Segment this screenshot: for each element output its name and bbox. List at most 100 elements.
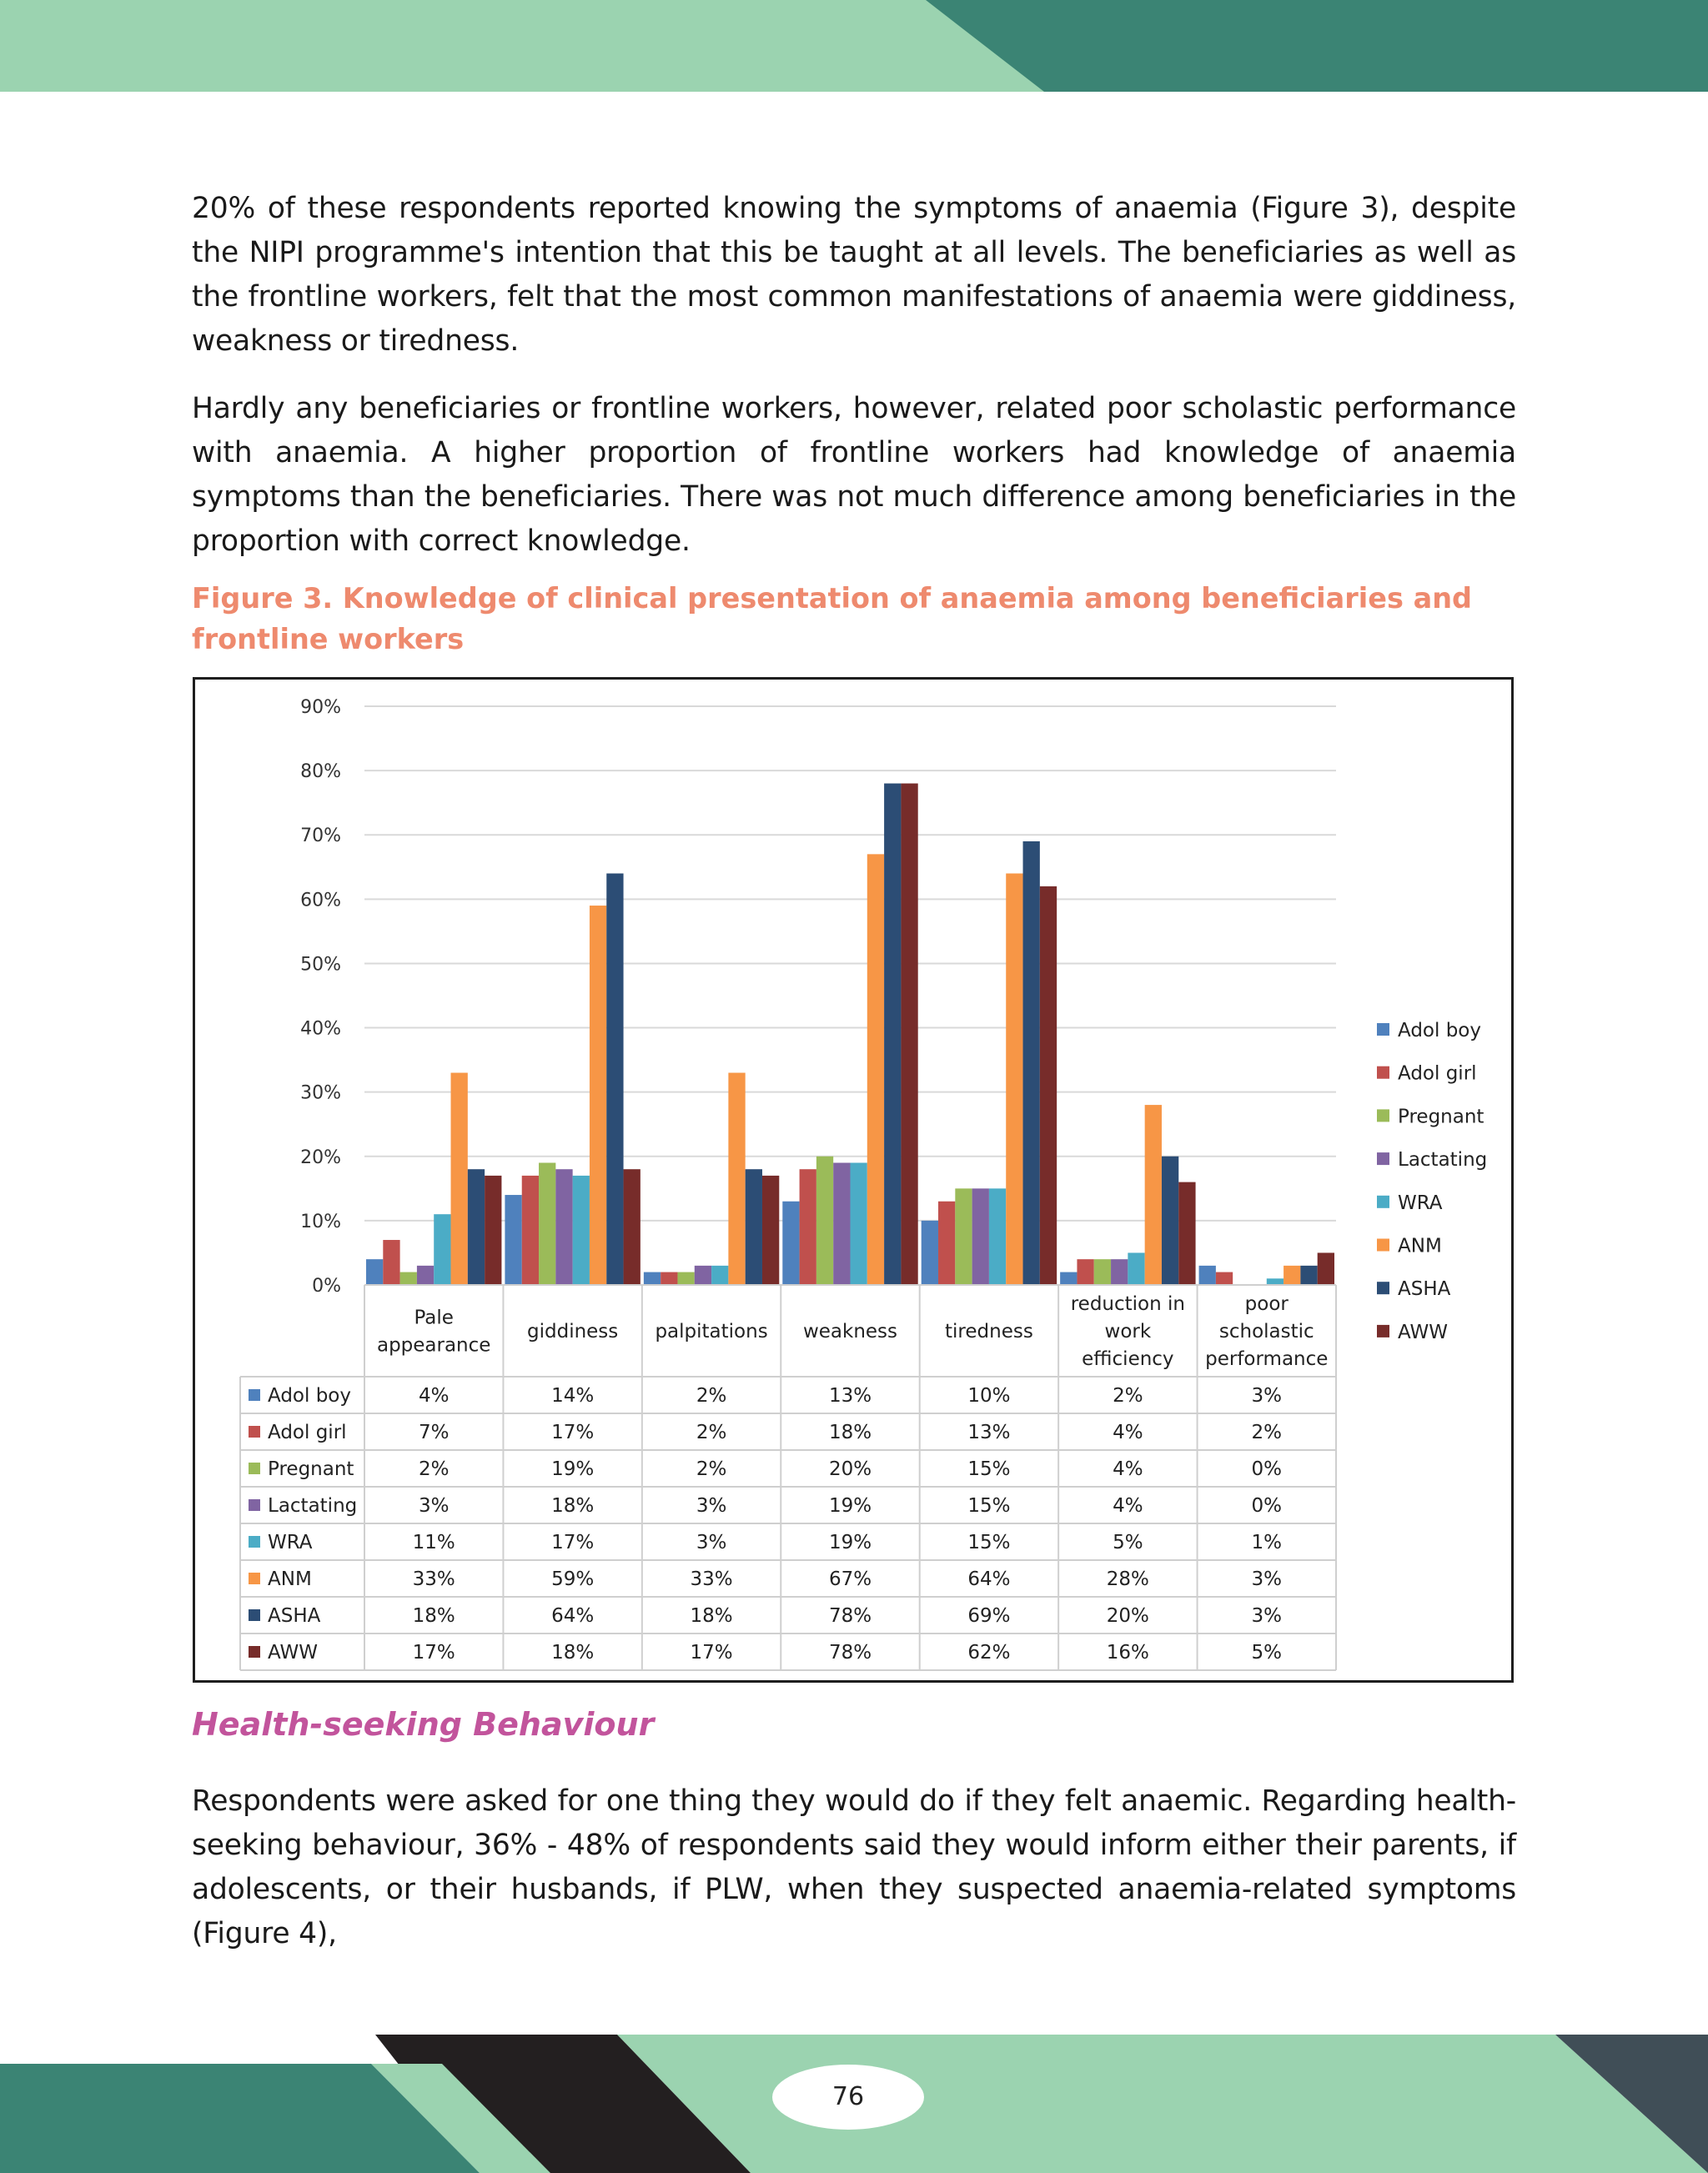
bar [1006,873,1023,1285]
table-legend-key [249,1536,260,1548]
table-value-cell: 64% [967,1568,1010,1590]
x-category-label: reduction in [1071,1293,1185,1315]
bar [816,1156,834,1285]
bar [850,1162,867,1285]
table-value-cell: 2% [696,1385,727,1407]
table-series-label: Pregnant [268,1458,354,1480]
table-value-cell: 3% [1252,1605,1283,1627]
section-heading: Health-seeking Behaviour [192,1706,655,1743]
footer-band-teal [0,2064,480,2173]
bar [972,1188,989,1285]
legend-swatch [1377,1066,1389,1079]
y-tick-label: 10% [300,1212,341,1232]
bar [589,906,607,1285]
table-value-cell: 15% [967,1458,1010,1480]
x-category-label: performance [1205,1348,1328,1370]
table-value-cell: 5% [1113,1532,1143,1553]
x-category-label: tiredness [945,1321,1033,1342]
bar [988,1188,1007,1285]
y-tick-label: 90% [300,697,341,718]
bar [1266,1278,1284,1285]
bar [901,783,918,1285]
table-value-cell: 4% [419,1385,450,1407]
legend-swatch [1377,1238,1389,1252]
table-value-cell: 5% [1252,1642,1283,1664]
table-series-label: Adol girl [268,1422,347,1443]
bar [955,1188,972,1285]
table-value-cell: 11% [413,1532,455,1553]
bar [1284,1265,1301,1285]
table-value-cell: 0% [1252,1458,1283,1480]
table-legend-key [249,1646,260,1658]
bar [745,1169,762,1285]
table-value-cell: 62% [967,1642,1010,1664]
bar [1077,1259,1094,1285]
table-legend-key [249,1463,260,1474]
bar [1198,1265,1216,1285]
figure-caption: Figure 3. Knowledge of clinical presenta… [192,582,1473,655]
table-value-cell: 19% [551,1458,594,1480]
table-value-cell: 2% [1113,1385,1143,1407]
x-category-label: efficiency [1082,1348,1173,1370]
table-series-label: Lactating [268,1495,357,1517]
table-value-cell: 19% [829,1532,872,1553]
bar [1144,1105,1162,1285]
table-value-cell: 2% [696,1458,727,1480]
bar [938,1201,956,1285]
footer-band-mint [371,2064,550,2173]
header-band-teal [926,0,1708,92]
table-value-cell: 3% [1252,1385,1283,1407]
chart-frame [193,677,1514,1683]
bar [485,1175,502,1285]
table-value-cell: 13% [967,1422,1010,1443]
legend-swatch [1377,1324,1389,1337]
table-value-cell: 33% [691,1568,733,1590]
table-value-cell: 10% [967,1385,1010,1407]
table-value-cell: 18% [413,1605,455,1627]
bar [539,1162,556,1285]
legend-label: ANM [1398,1236,1442,1257]
table-value-cell: 18% [551,1495,594,1517]
table-value-cell: 3% [1252,1568,1283,1590]
legend-swatch [1377,1195,1389,1208]
bar [1128,1252,1145,1285]
bar [884,783,902,1285]
y-tick-label: 20% [300,1147,341,1168]
x-category-label: work [1105,1321,1152,1342]
y-tick-label: 30% [300,1083,341,1104]
y-tick-label: 50% [300,954,341,975]
bar [799,1169,816,1285]
y-tick-label: 80% [300,761,341,782]
bar [1215,1272,1233,1285]
x-category-label: palpitations [655,1321,767,1342]
table-series-label: WRA [268,1532,313,1553]
table-value-cell: 15% [967,1532,1010,1553]
bar [521,1175,540,1285]
table-legend-key [249,1389,260,1401]
table-value-cell: 17% [691,1642,733,1664]
table-legend-key [249,1609,260,1621]
legend-label: Pregnant [1398,1106,1484,1127]
bar [1111,1259,1128,1285]
bar [1161,1156,1179,1285]
legend-swatch [1377,1152,1389,1166]
table-value-cell: 19% [829,1495,872,1517]
x-category-label: Pale [414,1307,453,1329]
bar [505,1195,522,1285]
bar [383,1240,400,1285]
table-legend-key [249,1573,260,1584]
table-value-cell: 78% [829,1605,872,1627]
bar [833,1162,851,1285]
legend-swatch [1377,1282,1389,1295]
bar [1039,886,1057,1285]
table-value-cell: 20% [1107,1605,1149,1627]
y-tick-label: 0% [312,1276,341,1297]
x-category-label: weakness [803,1321,897,1342]
bar [661,1272,678,1285]
body-paragraph-3: Respondents were asked for one thing the… [192,1784,1516,1950]
table-series-label: ASHA [268,1605,321,1627]
y-tick-label: 70% [300,826,341,846]
table-value-cell: 17% [551,1422,594,1443]
table-legend-key [249,1426,260,1438]
bar [1317,1252,1334,1285]
